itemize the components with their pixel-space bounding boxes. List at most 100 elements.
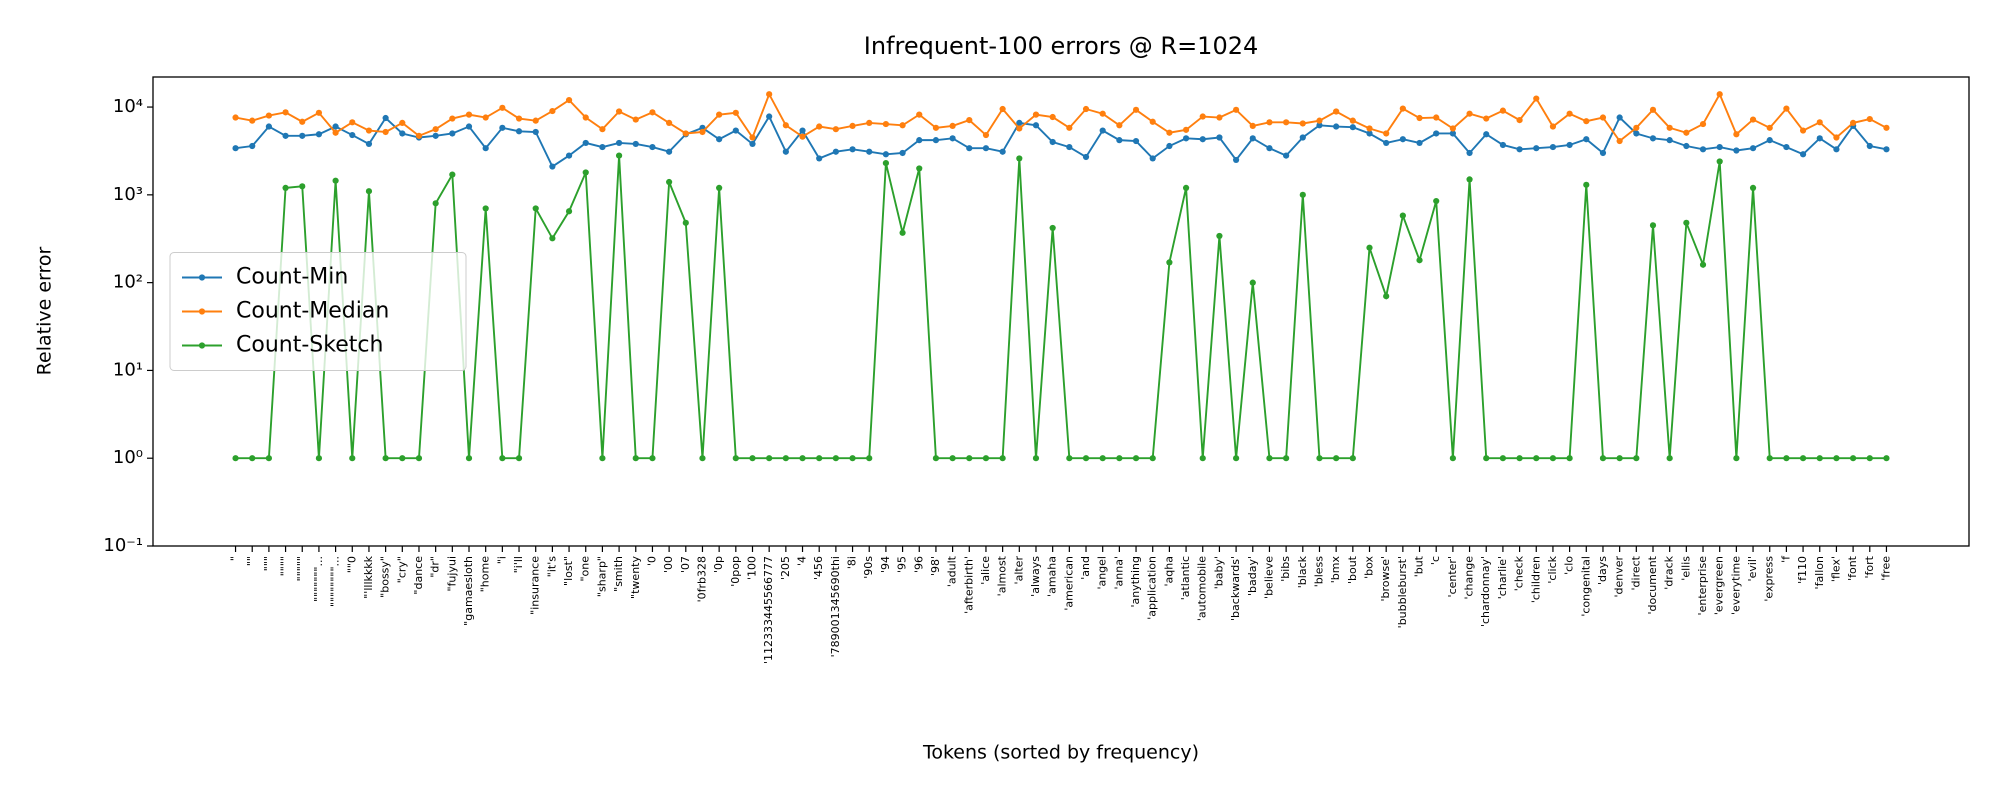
- point: [565, 97, 573, 104]
- point: [1833, 134, 1840, 141]
- x-tick-label: 'adult: [946, 555, 959, 587]
- point: [232, 114, 239, 121]
- x-tick-label: """": [279, 556, 292, 576]
- point: [1082, 455, 1090, 462]
- point: [866, 455, 873, 462]
- point: [749, 455, 756, 462]
- legend-label: Count-Sketch: [236, 333, 383, 358]
- point: [1449, 455, 1456, 462]
- x-tick-label: 'everytime: [1729, 556, 1742, 615]
- point: [1516, 146, 1523, 153]
- point: [1499, 107, 1507, 114]
- point: [1166, 259, 1173, 266]
- point: [816, 123, 823, 130]
- point: [716, 136, 723, 143]
- point: [949, 135, 956, 142]
- x-tick-label: 'automobile: [1196, 556, 1209, 621]
- point: [415, 455, 423, 462]
- point: [1699, 261, 1707, 268]
- x-tick-label: 'believe: [1262, 556, 1275, 599]
- x-tick-label: "sharp": [595, 556, 608, 597]
- point: [1533, 145, 1540, 152]
- point: [315, 131, 323, 138]
- point: [549, 163, 556, 170]
- point: [1383, 130, 1390, 137]
- point: [299, 132, 306, 139]
- point: [1016, 125, 1023, 132]
- point: [1349, 455, 1356, 462]
- point: [499, 104, 506, 111]
- point: [832, 455, 839, 462]
- point: [1066, 143, 1073, 151]
- point: [465, 123, 473, 130]
- point: [666, 148, 673, 155]
- point: [582, 114, 589, 121]
- x-tick-label: "i'll: [512, 556, 525, 573]
- point: [1082, 105, 1090, 113]
- point: [599, 455, 606, 462]
- legend-marker: [198, 342, 206, 349]
- point: [1299, 120, 1306, 127]
- x-tick-label: 'backwards': [1229, 556, 1242, 621]
- point: [1816, 119, 1823, 126]
- x-tick-label: '90s: [862, 556, 875, 579]
- point: [1549, 455, 1557, 462]
- point: [315, 109, 323, 116]
- point: [1516, 455, 1523, 462]
- point: [1333, 108, 1340, 115]
- x-tick-label: '07: [679, 556, 692, 573]
- x-tick-label: '4: [796, 556, 809, 566]
- point: [1783, 143, 1790, 151]
- point: [1066, 124, 1073, 131]
- point: [1216, 232, 1223, 240]
- point: [232, 455, 239, 462]
- point: [382, 455, 389, 462]
- chart-title: Infrequent-100 errors @ R=1024: [864, 32, 1259, 60]
- point: [1666, 124, 1673, 131]
- point: [1216, 134, 1223, 141]
- point: [799, 133, 806, 140]
- point: [1483, 455, 1490, 462]
- point: [1299, 191, 1306, 198]
- point: [1649, 222, 1657, 229]
- point: [615, 152, 623, 159]
- series-line: [235, 91, 1887, 143]
- legend-label: Count-Min: [236, 265, 348, 290]
- point: [1366, 125, 1373, 132]
- point: [1749, 184, 1757, 191]
- point: [1599, 114, 1607, 121]
- point: [1266, 455, 1273, 462]
- point: [1716, 158, 1723, 165]
- point: [1032, 122, 1040, 129]
- x-tick-label: 'charlie': [1496, 556, 1509, 599]
- x-tick-label: 'font: [1846, 555, 1859, 581]
- point: [265, 123, 272, 130]
- point: [1199, 455, 1206, 462]
- point: [1349, 124, 1356, 131]
- x-tick-label: 'evergreen: [1713, 556, 1726, 615]
- plot-frame: [152, 76, 1970, 547]
- point: [1616, 114, 1623, 121]
- point: [265, 455, 272, 462]
- point: [1666, 137, 1673, 144]
- x-tick-label: 'children: [1529, 556, 1542, 603]
- point: [315, 455, 323, 462]
- point: [699, 455, 706, 462]
- x-tick-label: '0p: [712, 556, 725, 573]
- point: [1866, 115, 1873, 123]
- x-tick-label: "dance: [412, 556, 425, 595]
- x-tick-label: 'denver: [1613, 556, 1626, 598]
- x-tick-label: "bossy": [379, 556, 392, 598]
- point: [766, 91, 773, 98]
- point: [1566, 141, 1573, 149]
- point: [1299, 134, 1306, 141]
- x-tick-label: 'bibs: [1279, 556, 1292, 582]
- point: [1283, 455, 1290, 462]
- point: [1616, 455, 1623, 462]
- point: [799, 455, 806, 462]
- point: [1666, 455, 1673, 462]
- point: [1749, 145, 1757, 152]
- point: [1449, 130, 1456, 137]
- point: [582, 169, 589, 176]
- point: [999, 455, 1006, 462]
